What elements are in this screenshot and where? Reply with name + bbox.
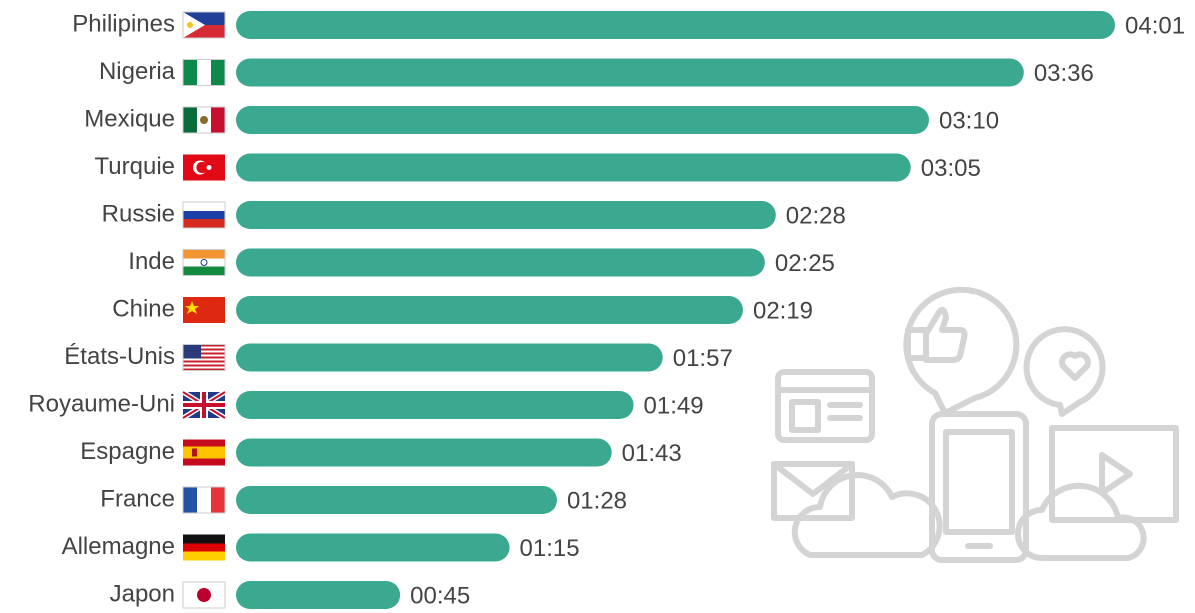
bar: [236, 486, 557, 514]
flag: [183, 439, 225, 466]
bar: [236, 391, 634, 419]
value-label: 01:28: [567, 487, 627, 514]
category-label: France: [100, 485, 175, 512]
bar: [236, 58, 1024, 87]
value-label: 04:01: [1125, 12, 1185, 39]
category-label: Mexique: [84, 105, 175, 132]
bar: [236, 296, 743, 324]
value-label: 02:28: [786, 202, 846, 229]
background-icons: [771, 286, 1179, 563]
category-label: Philipines: [72, 10, 175, 37]
category-label: Inde: [128, 248, 175, 275]
flag: [182, 486, 226, 514]
value-label: 02:19: [753, 297, 813, 324]
value-label: 03:05: [921, 155, 981, 182]
category-label: États-Unis: [64, 343, 175, 370]
value-label: 03:10: [939, 107, 999, 134]
flag: [181, 389, 227, 421]
bar: [236, 343, 663, 372]
flag: [182, 249, 226, 276]
value-label: 01:15: [520, 535, 580, 562]
category-label: Espagne: [80, 438, 175, 465]
category-label: Royaume-Uni: [28, 390, 175, 417]
flag: [182, 581, 226, 609]
category-label: Japon: [110, 580, 175, 607]
category-label: Turquie: [95, 153, 175, 180]
flag: [183, 154, 225, 181]
category-label: Russie: [102, 200, 175, 227]
value-label: 02:25: [775, 250, 835, 277]
bar: [236, 438, 612, 467]
bar: [236, 153, 911, 182]
flags: [181, 11, 227, 609]
flag: [182, 201, 226, 229]
flag: [182, 106, 226, 134]
bar: [236, 533, 510, 562]
flag: [182, 59, 226, 86]
bar: [236, 581, 401, 609]
value-label: 03:36: [1034, 60, 1094, 87]
value-label: 01:49: [644, 392, 704, 419]
bar: [236, 201, 776, 229]
value-label: 01:57: [673, 345, 733, 372]
flag: [183, 534, 225, 561]
flag: [182, 11, 226, 39]
bar: [236, 106, 929, 134]
category-label: Chine: [112, 295, 175, 322]
bar: [236, 248, 765, 277]
bar: [236, 11, 1115, 39]
value-label: 00:45: [410, 582, 470, 609]
value-label: 01:43: [622, 440, 682, 467]
flag: [183, 297, 225, 323]
category-label: Allemagne: [62, 533, 175, 560]
category-label: Nigeria: [99, 58, 176, 85]
flag: [182, 344, 226, 371]
